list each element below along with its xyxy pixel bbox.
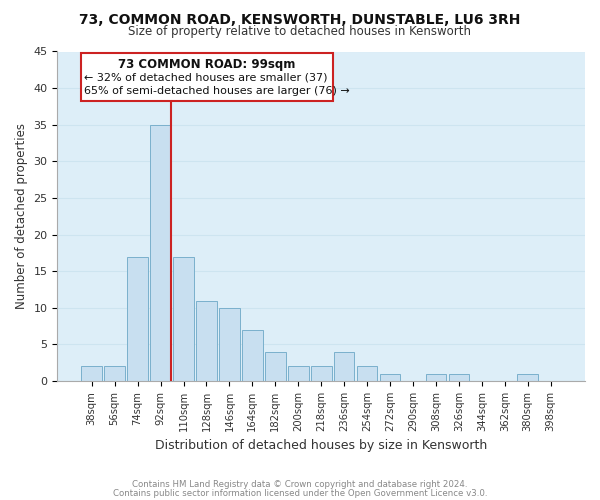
Bar xyxy=(242,330,263,381)
Bar xyxy=(380,374,400,381)
Bar xyxy=(517,374,538,381)
Bar xyxy=(311,366,332,381)
Bar xyxy=(196,300,217,381)
Bar xyxy=(173,256,194,381)
Bar xyxy=(80,53,332,102)
Bar xyxy=(449,374,469,381)
Text: 65% of semi-detached houses are larger (76) →: 65% of semi-detached houses are larger (… xyxy=(84,86,350,96)
Bar xyxy=(104,366,125,381)
Bar xyxy=(288,366,308,381)
Bar xyxy=(150,124,171,381)
Bar xyxy=(265,352,286,381)
Y-axis label: Number of detached properties: Number of detached properties xyxy=(15,124,28,310)
X-axis label: Distribution of detached houses by size in Kensworth: Distribution of detached houses by size … xyxy=(155,440,487,452)
Bar xyxy=(82,366,102,381)
Bar xyxy=(334,352,355,381)
Text: 73 COMMON ROAD: 99sqm: 73 COMMON ROAD: 99sqm xyxy=(118,58,295,71)
Bar xyxy=(219,308,240,381)
Bar xyxy=(127,256,148,381)
Text: ← 32% of detached houses are smaller (37): ← 32% of detached houses are smaller (37… xyxy=(84,72,328,83)
Text: Size of property relative to detached houses in Kensworth: Size of property relative to detached ho… xyxy=(128,25,472,38)
Text: Contains public sector information licensed under the Open Government Licence v3: Contains public sector information licen… xyxy=(113,488,487,498)
Text: 73, COMMON ROAD, KENSWORTH, DUNSTABLE, LU6 3RH: 73, COMMON ROAD, KENSWORTH, DUNSTABLE, L… xyxy=(79,12,521,26)
Text: Contains HM Land Registry data © Crown copyright and database right 2024.: Contains HM Land Registry data © Crown c… xyxy=(132,480,468,489)
Bar xyxy=(357,366,377,381)
Bar xyxy=(425,374,446,381)
